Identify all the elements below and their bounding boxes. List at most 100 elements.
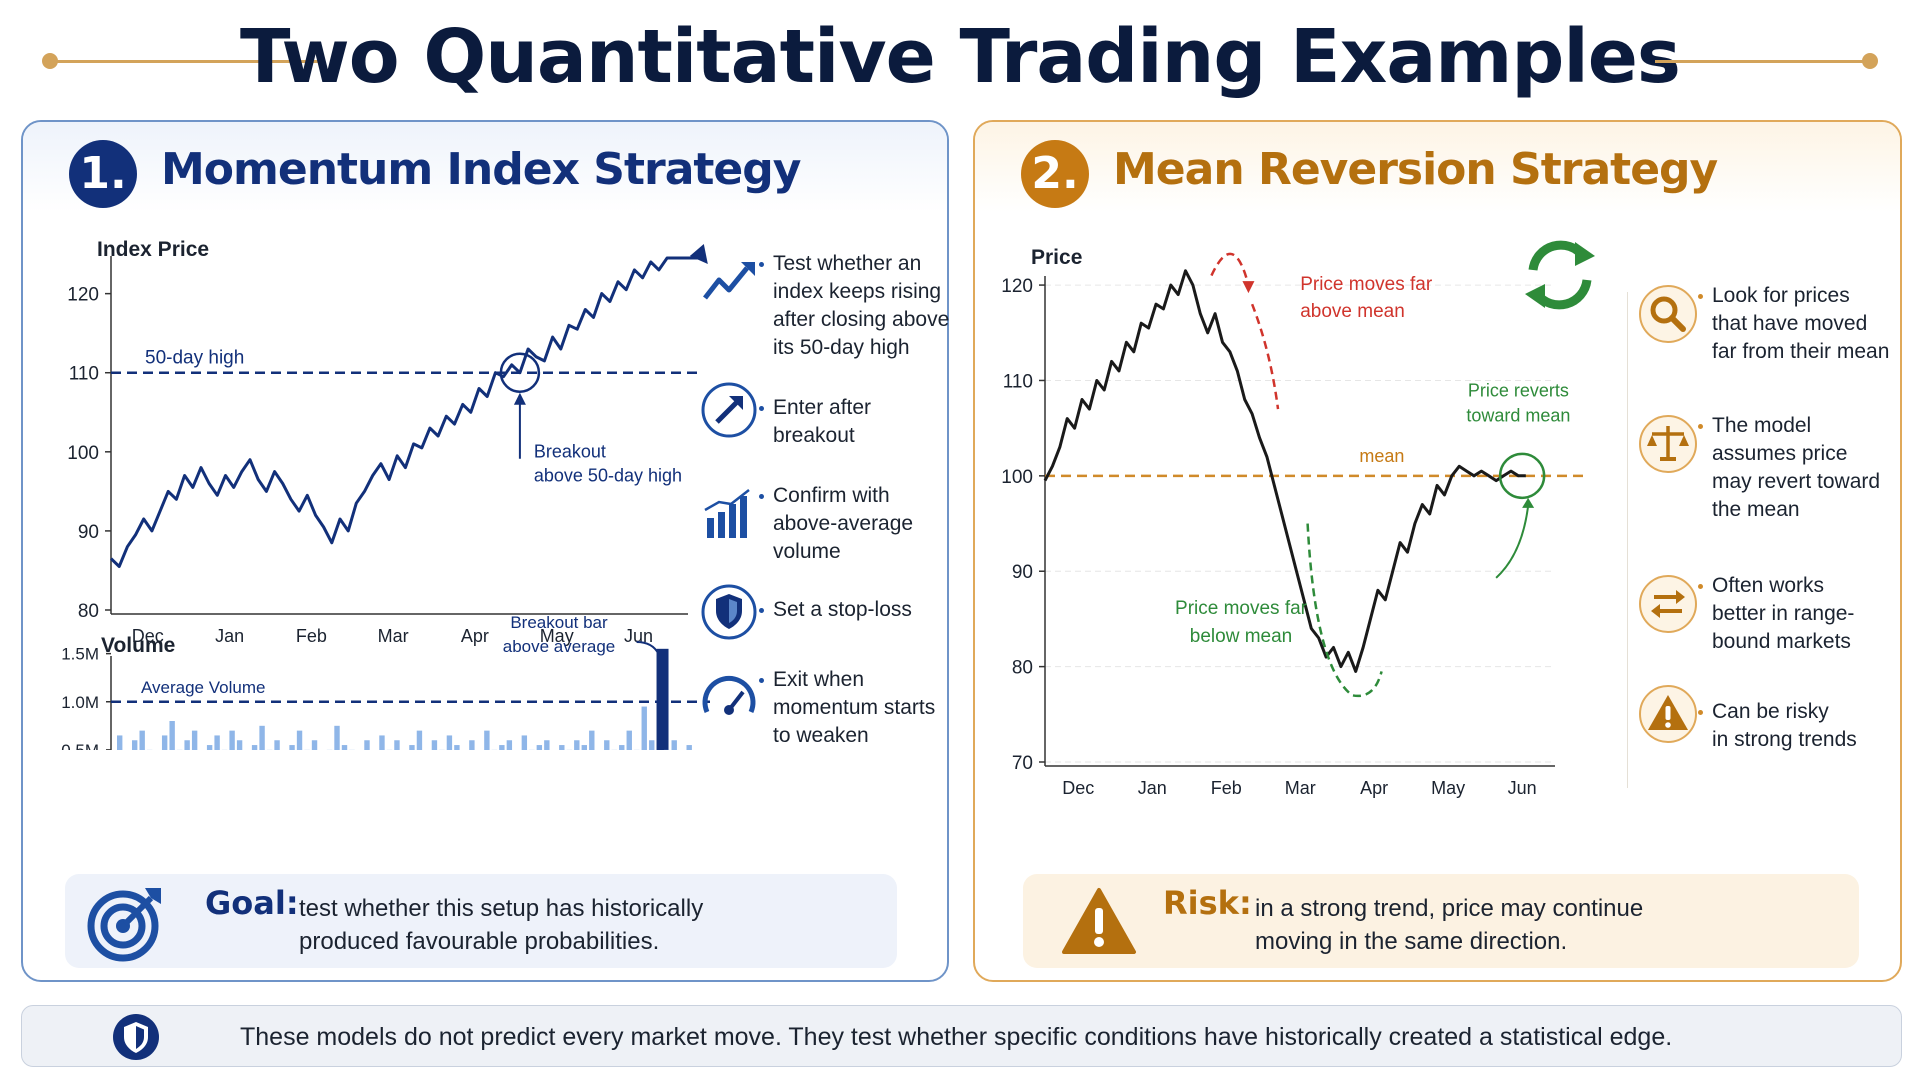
bullet-text-line: Look for prices bbox=[1712, 284, 1850, 307]
trend-line-icon bbox=[703, 262, 755, 300]
volume-bar bbox=[484, 730, 490, 750]
volume-bar bbox=[409, 745, 415, 750]
mean-label: mean bbox=[1359, 446, 1404, 466]
bullet-text-line: may revert toward bbox=[1712, 470, 1881, 493]
bullet-text-line: Confirm with bbox=[773, 484, 890, 507]
trend-arrowhead bbox=[689, 244, 708, 265]
bullet-text-line: index keeps rising bbox=[773, 280, 942, 303]
bullet-text-line: that have moved bbox=[1712, 312, 1868, 335]
volume-bar bbox=[559, 745, 565, 750]
y-tick-label: 100 bbox=[1001, 467, 1033, 488]
volume-bar bbox=[394, 740, 400, 750]
bullet-dot bbox=[759, 262, 764, 267]
above-mean-arc-head bbox=[1242, 281, 1255, 294]
swap-arrows-icon bbox=[1639, 575, 1697, 633]
magnifier-icon bbox=[1639, 285, 1697, 343]
index-price-line bbox=[109, 256, 700, 568]
volume-bar bbox=[604, 740, 610, 750]
x-tick-label: Mar bbox=[378, 626, 409, 646]
bullet-dot bbox=[1698, 424, 1703, 429]
y-tick-label: 90 bbox=[78, 522, 99, 543]
y-axis-title: Index Price bbox=[97, 238, 209, 261]
volume-bar bbox=[671, 740, 677, 750]
bullet-text-line: breakout bbox=[773, 424, 855, 447]
title-decoration-dot-left bbox=[42, 53, 58, 69]
warning-icon bbox=[1639, 685, 1697, 743]
cycle-arrows-icon bbox=[1525, 240, 1595, 310]
y-tick-label: 90 bbox=[1012, 562, 1033, 583]
bullet-text-line: volume bbox=[773, 540, 841, 563]
bullet-text-line: The model bbox=[1712, 414, 1812, 437]
bullet-text-line: the mean bbox=[1712, 498, 1800, 521]
bullet-text: Exit when momentum starts to weaken bbox=[773, 666, 935, 750]
volume-bar bbox=[446, 735, 453, 750]
risk-text-line-2: moving in the same direction. bbox=[1255, 928, 1568, 955]
bullet-item: Test whether an index keeps rising after c… bbox=[699, 250, 989, 372]
bullet-dot bbox=[759, 406, 764, 411]
bullet-dot bbox=[1698, 294, 1703, 299]
volume-bar bbox=[229, 730, 235, 750]
below-mean-arc bbox=[1306, 523, 1383, 698]
index-price-chart: Index Price 80 90 100 110 120 Dec Jan Feb Mar Apr M… bbox=[61, 238, 710, 750]
above-mean-arc-tail bbox=[1250, 303, 1280, 410]
breakout-marker bbox=[499, 352, 541, 393]
bullet-text: Often works better in range-bound markets bbox=[1712, 572, 1854, 656]
breakout-bar-label: Breakout bar above average bbox=[503, 613, 615, 656]
volume-bar bbox=[416, 730, 423, 750]
bullet-divider bbox=[1627, 292, 1628, 788]
volume-bar bbox=[431, 740, 438, 750]
volume-bar bbox=[521, 735, 528, 750]
volume-bar bbox=[236, 740, 243, 750]
above-mean-arc bbox=[1210, 252, 1250, 286]
shield-icon bbox=[113, 1014, 159, 1060]
volume-bar bbox=[311, 740, 318, 750]
volume-tick-label: 0.5M bbox=[61, 741, 99, 750]
volume-bar bbox=[341, 745, 348, 750]
momentum-panel-header bbox=[23, 122, 947, 212]
volume-bar bbox=[169, 721, 175, 750]
bullet-text-line: Exit when bbox=[773, 668, 865, 691]
bullet-text: Look for prices that have moved far from t… bbox=[1712, 282, 1889, 366]
shield-icon bbox=[701, 584, 757, 640]
title-decoration-right bbox=[1655, 60, 1870, 63]
scale-icon bbox=[1639, 415, 1697, 473]
goal-text-line-1: test whether this setup has historically bbox=[299, 895, 704, 922]
bullet-text: Test whether an index keeps rising after c… bbox=[773, 250, 949, 362]
volume-bar bbox=[619, 745, 625, 750]
x-tick-label: Jun bbox=[1508, 778, 1537, 798]
volume-bar bbox=[641, 706, 647, 750]
bullet-text: Set a stop-loss bbox=[773, 596, 912, 624]
volume-bar bbox=[274, 740, 280, 750]
bullet-item: Look for prices that have moved far from t… bbox=[1638, 282, 1920, 376]
volume-axis-title: Volume bbox=[101, 634, 175, 657]
volume-bar bbox=[206, 745, 213, 750]
bullet-text-line: its 50-day high bbox=[773, 336, 910, 359]
bullet-dot bbox=[1698, 710, 1703, 715]
mean-reversion-panel-title: Mean Reversion Strategy bbox=[1113, 144, 1718, 195]
risk-label: Risk: bbox=[1163, 884, 1252, 922]
bullet-text: Confirm with above-average volume bbox=[773, 482, 913, 566]
breakout-volume-bar bbox=[656, 648, 669, 750]
volume-bar bbox=[131, 740, 138, 750]
volume-bar bbox=[251, 745, 258, 750]
y-tick-label: 100 bbox=[67, 443, 99, 464]
y-tick-label: 80 bbox=[78, 601, 99, 622]
bullet-item: Exit when momentum starts to weaken bbox=[699, 666, 989, 760]
volume-bar bbox=[686, 745, 692, 750]
bullet-text-line: Enter after bbox=[773, 396, 872, 419]
volume-bar bbox=[117, 735, 123, 750]
volume-bar bbox=[289, 745, 295, 750]
title-decoration-dot-right bbox=[1862, 53, 1878, 69]
momentum-panel: 1. Momentum Index Strategy Index Price 80… bbox=[21, 120, 949, 982]
volume-bar bbox=[296, 730, 303, 750]
bullet-dot bbox=[759, 678, 764, 683]
x-tick-label: Apr bbox=[1360, 778, 1388, 798]
bullet-text-line: in strong trends bbox=[1712, 728, 1857, 751]
volume-bar bbox=[454, 745, 460, 750]
y-tick-label: 70 bbox=[1012, 753, 1033, 774]
fifty-day-high-label: 50-day high bbox=[145, 348, 244, 369]
volume-bar bbox=[574, 740, 580, 750]
bullet-text-line: Set a stop-loss bbox=[773, 598, 912, 621]
bullet-text-line: Often works bbox=[1712, 574, 1825, 597]
goal-box: Goal: test whether this setup has histor… bbox=[65, 874, 897, 968]
